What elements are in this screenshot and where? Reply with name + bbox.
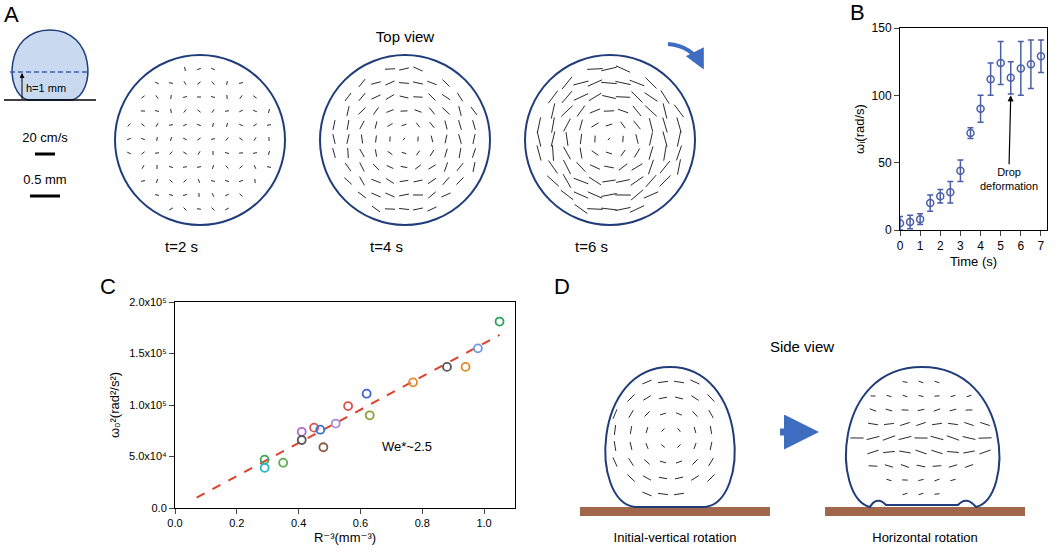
svg-text:D: D <box>554 274 570 299</box>
svg-text:3: 3 <box>957 239 964 253</box>
svg-text:0.4: 0.4 <box>291 517 306 529</box>
svg-text:4: 4 <box>977 239 984 253</box>
svg-text:R⁻³(mm⁻³): R⁻³(mm⁻³) <box>314 530 376 545</box>
svg-text:50: 50 <box>878 156 892 170</box>
svg-text:5: 5 <box>997 239 1004 253</box>
svg-text:t=2 s: t=2 s <box>165 238 198 255</box>
svg-text:t=4 s: t=4 s <box>370 238 403 255</box>
html-text:B: B <box>850 0 865 25</box>
svg-text:1.0: 1.0 <box>476 517 491 529</box>
svg-text:t=6 s: t=6 s <box>575 238 608 255</box>
html-text:C: C <box>100 274 116 299</box>
svg-text:0.2: 0.2 <box>229 517 244 529</box>
svg-text:2.0x10⁵: 2.0x10⁵ <box>129 296 167 308</box>
svg-text:ω₀²(rad²/s²): ω₀²(rad²/s²) <box>107 372 122 438</box>
svg-text:20 cm/s: 20 cm/s <box>22 130 68 145</box>
svg-text:2: 2 <box>937 239 944 253</box>
svg-text:Initial-vertical rotation: Initial-vertical rotation <box>614 530 737 545</box>
svg-text:1.0x10⁵: 1.0x10⁵ <box>129 399 167 411</box>
svg-text:We*~2.5: We*~2.5 <box>382 439 432 454</box>
svg-text:150: 150 <box>872 21 892 35</box>
svg-text:6: 6 <box>1017 239 1024 253</box>
svg-text:Horizontal rotation: Horizontal rotation <box>872 530 978 545</box>
svg-text:1: 1 <box>917 239 924 253</box>
svg-text:Top view: Top view <box>376 28 435 45</box>
svg-text:5.0x10⁴: 5.0x10⁴ <box>129 450 167 462</box>
svg-text:0.0: 0.0 <box>152 502 167 514</box>
svg-text:0.6: 0.6 <box>353 517 368 529</box>
svg-text:Time (s): Time (s) <box>950 254 997 269</box>
svg-text:h=1 mm: h=1 mm <box>26 82 66 94</box>
svg-text:0: 0 <box>885 223 892 237</box>
svg-text:1.5x10⁵: 1.5x10⁵ <box>129 347 167 359</box>
svg-text:0.5 mm: 0.5 mm <box>23 172 66 187</box>
svg-text:100: 100 <box>872 89 892 103</box>
svg-text:0: 0 <box>897 239 904 253</box>
svg-text:0.0: 0.0 <box>167 517 182 529</box>
svg-text:Dropdeformation: Dropdeformation <box>980 166 1038 192</box>
svg-text:ωᵢ(rad/s): ωᵢ(rad/s) <box>852 104 867 154</box>
svg-text:0.8: 0.8 <box>415 517 430 529</box>
svg-text:A: A <box>4 2 19 27</box>
svg-text:7: 7 <box>1038 239 1045 253</box>
svg-text:Side view: Side view <box>770 338 834 355</box>
